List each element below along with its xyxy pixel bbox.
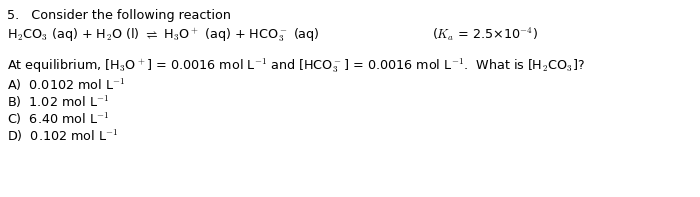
Text: 5.   Consider the following reaction: 5. Consider the following reaction	[7, 9, 231, 22]
Text: C)  6.40 mol L$^{-1}$: C) 6.40 mol L$^{-1}$	[7, 111, 110, 127]
Text: ($K_a$ = 2.5×10$^{-4}$): ($K_a$ = 2.5×10$^{-4}$)	[432, 26, 538, 43]
Text: H$_2$CO$_3$ (aq) + H$_2$O (l) $\rightleftharpoons$ H$_3$O$^+$ (aq) + HCO$_3^-$ (: H$_2$CO$_3$ (aq) + H$_2$O (l) $\rightlef…	[7, 26, 320, 44]
Text: D)  0.102 mol L$^{-1}$: D) 0.102 mol L$^{-1}$	[7, 128, 119, 144]
Text: B)  1.02 mol L$^{-1}$: B) 1.02 mol L$^{-1}$	[7, 94, 110, 110]
Text: At equilibrium, [H$_3$O$^+$] = 0.0016 mol L$^{-1}$ and [HCO$_3^-$] = 0.0016 mol : At equilibrium, [H$_3$O$^+$] = 0.0016 mo…	[7, 57, 584, 75]
Text: A)  0.0102 mol L$^{-1}$: A) 0.0102 mol L$^{-1}$	[7, 77, 126, 93]
